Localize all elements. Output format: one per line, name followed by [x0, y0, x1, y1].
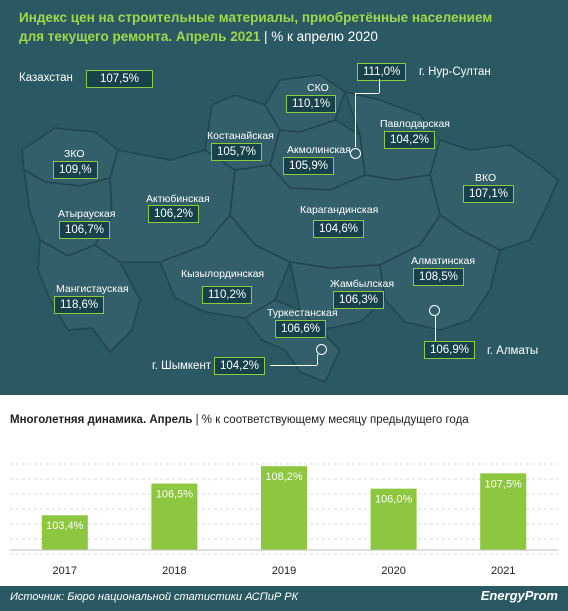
region-value-atyrau: 106,7% — [59, 221, 111, 239]
region-value-zhambyl: 106,3% — [333, 291, 385, 309]
region-value-almaty-region: 108,5% — [413, 268, 465, 286]
region-label-pavlodar: Павлодарская — [380, 118, 450, 130]
bar-value-label-2019: 108,2% — [265, 471, 303, 483]
leader-almaty-1 — [435, 316, 436, 342]
region-value-pavlodar: 104,2% — [384, 131, 436, 149]
region-value-aktobe: 106,2% — [148, 205, 200, 223]
page-title: Индекс цен на строительные материалы, пр… — [19, 8, 519, 46]
dynamics-title: Многолетняя динамика. Апрель | % к соотв… — [10, 414, 469, 426]
region-label-akmola: Акмолинская — [287, 144, 351, 156]
bar-value-label-2017: 103,4% — [46, 520, 84, 532]
region-label-sko: СКО — [307, 82, 329, 94]
title-text: Индекс цен на строительные материалы, пр… — [19, 10, 493, 44]
region-label-zhambyl: Жамбылская — [330, 278, 395, 290]
source-text: Источник: Бюро национальной статистики А… — [10, 591, 299, 603]
region-label-almaty-region: Алматинская — [411, 255, 476, 267]
x-tick-label-2021: 2021 — [491, 565, 515, 577]
region-label-kyzylorda: Кызылординская — [181, 268, 265, 280]
x-tick-label-2019: 2019 — [272, 565, 296, 577]
region-value-akmola: 105,9% — [283, 157, 335, 175]
bar-2018 — [151, 483, 198, 550]
x-tick-label-2017: 2017 — [53, 565, 77, 577]
region-value-kyzylorda: 110,2% — [202, 286, 253, 304]
region-label-atyrau: Атырауская — [58, 208, 116, 220]
region-label-nursultan: г. Нур-Султан — [419, 66, 491, 78]
shymkent-dot-icon — [316, 344, 327, 355]
leader-nursultan-2 — [355, 93, 379, 94]
leader-shymkent-1 — [270, 365, 317, 366]
region-label-aktobe: Актюбинская — [146, 193, 210, 205]
region-value-mangystau: 118,6% — [54, 296, 105, 314]
almaty-dot-icon — [429, 305, 440, 316]
bar-value-label-2020: 106,0% — [375, 494, 413, 506]
region-value-karaganda: 104,6% — [313, 220, 365, 238]
region-value-kostanay: 105,7% — [211, 143, 263, 161]
region-label-almaty-city: г. Алматы — [487, 345, 539, 357]
country-label: Казахстан — [19, 72, 73, 84]
region-value-almaty-city: 106,9% — [424, 341, 476, 359]
bar-2020 — [370, 488, 417, 550]
region-label-kostanay: Костанайская — [207, 130, 274, 142]
country-value: 107,5% — [86, 70, 153, 88]
region-label-turkestan: Туркестанская — [267, 307, 338, 319]
leader-nursultan-1 — [379, 79, 380, 93]
leader-shymkent-2 — [317, 354, 318, 365]
title-subtitle: | % к апрелю 2020 — [264, 29, 378, 44]
region-value-zko: 109,% — [53, 161, 98, 179]
region-turkestan — [243, 299, 341, 384]
bar-2019 — [261, 466, 307, 550]
region-label-shymkent: г. Шымкент — [152, 360, 212, 372]
x-tick-label-2020: 2020 — [381, 565, 405, 577]
region-label-mangystau: Мангистауская — [56, 283, 129, 295]
bar-2021 — [480, 473, 527, 550]
bar-2017 — [41, 515, 88, 550]
bar-chart: 103,4% 2017 106,5% 2018 108,2% 2019 106,0% 2020… — [10, 463, 558, 577]
leader-nursultan-3 — [355, 93, 356, 147]
nursultan-dot-icon — [350, 148, 361, 159]
region-kyzylorda — [158, 213, 292, 319]
region-value-vko: 107,1% — [463, 185, 515, 203]
region-value-sko: 110,1% — [286, 95, 337, 113]
dynamics-title-bold: Многолетняя динамика. Апрель — [10, 414, 193, 426]
x-tick-label-2018: 2018 — [162, 565, 186, 577]
region-value-shymkent: 104,2% — [214, 357, 266, 375]
region-value-nursultan: 111,0% — [357, 63, 407, 81]
region-value-turkestan: 106,6% — [275, 320, 327, 338]
footer-bar — [0, 586, 568, 611]
bar-value-label-2018: 106,5% — [156, 489, 194, 501]
region-label-karaganda: Карагандинская — [300, 204, 379, 216]
map-panel: Индекс цен на строительные материалы, пр… — [0, 0, 568, 395]
energyprom-logo: EnergyProm — [480, 588, 558, 603]
dynamics-title-rest: | % к соответствующему месяцу предыдущег… — [192, 414, 469, 426]
region-label-zko: ЗКО — [64, 148, 85, 160]
region-label-vko: ВКО — [475, 172, 497, 184]
bar-value-label-2021: 107,5% — [485, 478, 523, 490]
